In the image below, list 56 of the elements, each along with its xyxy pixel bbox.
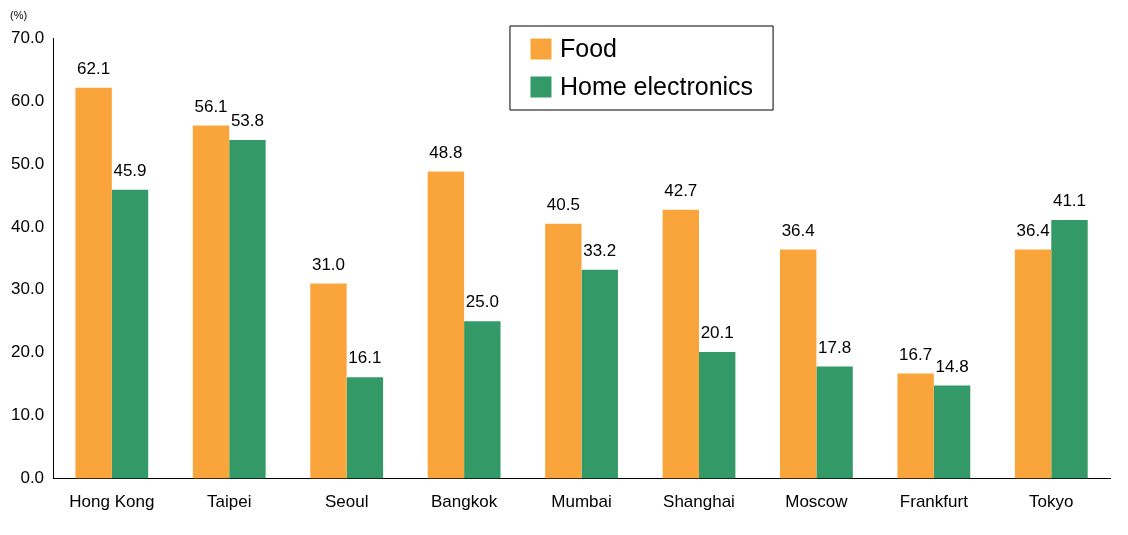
y-tick-label: 30.0 <box>10 279 45 299</box>
data-label: 31.0 <box>311 254 346 274</box>
data-label: 36.4 <box>781 220 815 240</box>
data-label: 14.8 <box>935 356 969 376</box>
data-label: 40.5 <box>546 194 580 214</box>
bar <box>75 87 112 479</box>
y-tick-label: 0.0 <box>20 468 45 488</box>
bar <box>464 321 501 479</box>
data-label: 16.7 <box>899 344 933 364</box>
y-tick-label: 50.0 <box>10 153 45 173</box>
bar <box>310 283 347 479</box>
x-tick-label: Frankfurt <box>899 492 969 512</box>
x-tick-label: Seoul <box>324 492 369 512</box>
bar <box>111 189 149 479</box>
data-label: 62.1 <box>77 58 111 78</box>
bar <box>698 352 736 479</box>
data-label: 25.0 <box>465 292 499 312</box>
bar <box>545 223 582 479</box>
bar <box>346 377 384 479</box>
x-tick-label: Shanghai <box>663 492 735 512</box>
bar <box>427 171 465 479</box>
y-tick-label: 40.0 <box>10 216 45 236</box>
y-tick-label: 70.0 <box>10 27 45 47</box>
data-label: 53.8 <box>230 111 264 131</box>
data-label: 42.7 <box>664 181 698 201</box>
bar <box>581 269 618 479</box>
data-label: 45.9 <box>113 160 147 180</box>
x-tick-label: Bangkok <box>431 492 498 512</box>
bar <box>933 385 971 479</box>
y-tick-label: 60.0 <box>10 90 45 110</box>
bar <box>1014 249 1052 479</box>
x-tick-label: Hong Kong <box>69 492 155 512</box>
y-axis-title: (%) <box>10 8 28 21</box>
bar <box>816 366 853 479</box>
bar <box>229 139 266 479</box>
data-label: 33.2 <box>583 240 617 260</box>
legend-label: Food <box>559 33 617 62</box>
x-tick-label: Taipei <box>207 492 252 512</box>
data-label: 41.1 <box>1052 191 1087 211</box>
data-label: 20.1 <box>700 323 734 343</box>
data-label: 17.8 <box>818 337 852 357</box>
data-label: 48.8 <box>429 142 463 162</box>
x-tick-label: Tokyo <box>1029 492 1074 512</box>
x-tick-label: Mumbai <box>551 492 612 512</box>
data-label: 36.4 <box>1016 220 1050 240</box>
bar <box>192 125 230 479</box>
data-label: 16.1 <box>348 348 382 368</box>
bar <box>1051 219 1088 479</box>
bar <box>780 249 817 479</box>
x-tick-label: Moscow <box>785 492 849 512</box>
data-label: 56.1 <box>194 96 228 116</box>
bar <box>662 209 699 479</box>
legend-label: Home electronics <box>559 71 754 100</box>
y-tick-label: 20.0 <box>10 342 45 362</box>
bar <box>897 373 934 479</box>
y-tick-label: 10.0 <box>10 405 45 425</box>
